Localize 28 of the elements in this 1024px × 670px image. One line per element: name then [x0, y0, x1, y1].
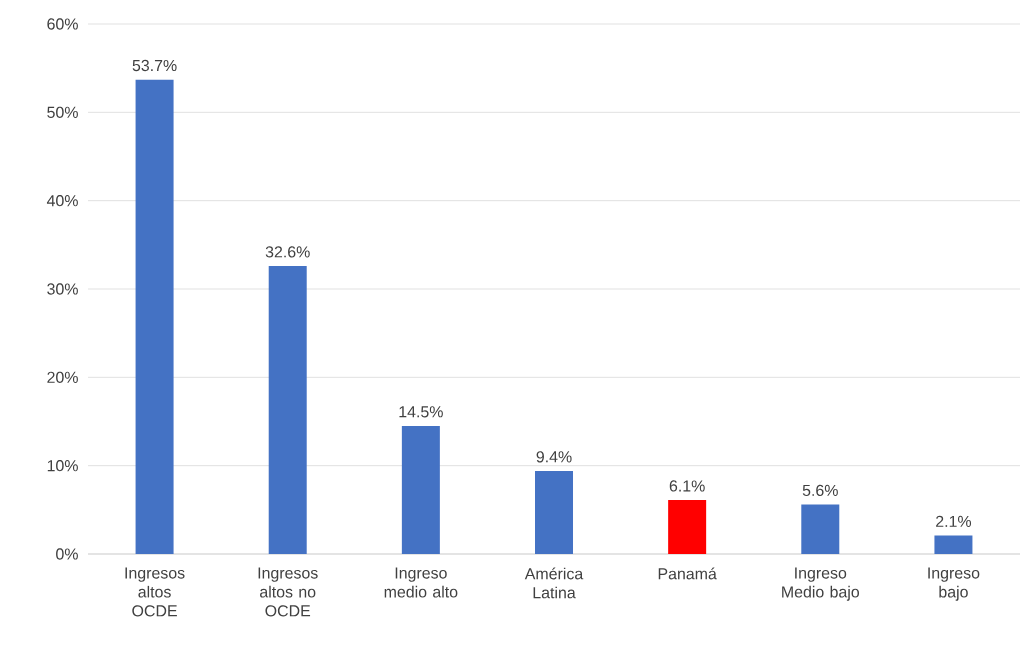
data-label: 14.5%	[399, 406, 443, 418]
bar	[535, 470, 573, 554]
data-label: 53.7%	[132, 59, 177, 72]
y-tick-label: 60%	[47, 18, 78, 30]
data-label: 5.6%	[802, 484, 838, 497]
y-tick-label: 20%	[47, 371, 78, 383]
data-label: 32.6%	[265, 246, 310, 258]
bar	[135, 79, 174, 554]
y-tick-label: 30%	[47, 283, 78, 295]
x-tick-label: Panamá	[658, 567, 717, 580]
y-tick-label: 0%	[56, 548, 78, 560]
x-tick-label: Ingresos altos OCDE	[125, 567, 185, 617]
data-label: 2.1%	[936, 515, 972, 527]
x-tick-label: Ingresos altos no OCDE	[258, 567, 318, 617]
y-tick-label: 40%	[46, 195, 78, 207]
x-tick-label: Ingreso medio alto	[384, 567, 458, 598]
x-tick-label: Ingreso bajo	[928, 567, 980, 601]
y-tick-label: 10%	[47, 460, 78, 472]
bar	[934, 535, 973, 554]
data-label: 6.1%	[669, 480, 705, 492]
x-tick-label: Ingreso Medio bajo	[782, 567, 860, 601]
data-label: 9.4%	[536, 451, 572, 463]
bar	[801, 504, 840, 554]
y-tick-label: 50%	[47, 106, 78, 118]
bar	[401, 425, 440, 554]
x-tick-label: América Latina	[524, 567, 584, 599]
bar	[668, 500, 707, 554]
bar	[268, 266, 307, 554]
